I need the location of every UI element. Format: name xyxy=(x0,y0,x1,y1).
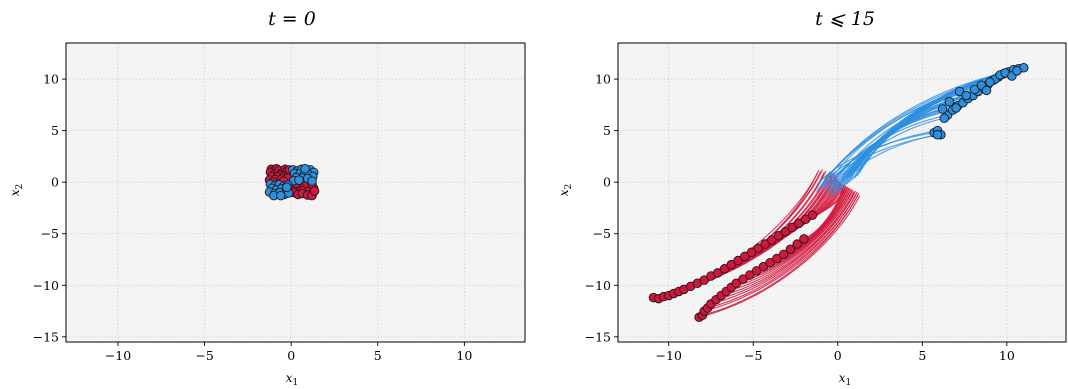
data-point xyxy=(1012,66,1022,76)
data-point xyxy=(792,239,802,249)
data-point xyxy=(985,77,995,87)
data-layer xyxy=(648,62,1029,323)
trajectory-line xyxy=(699,195,861,318)
data-point xyxy=(765,257,775,268)
data-point xyxy=(780,226,791,237)
trajectory-line xyxy=(736,190,853,284)
x-tick-label: 10 xyxy=(456,348,472,363)
data-point xyxy=(699,275,709,285)
trajectory-line xyxy=(832,134,938,191)
right-panel: t ⩽ 15 −10 −5 0 5 10 −15 −10 −5 0 5 10 x1 x2 xyxy=(557,8,1067,388)
data-point xyxy=(807,210,818,220)
y-tick-label: −10 xyxy=(33,278,59,293)
trajectory-line xyxy=(710,191,858,305)
data-point xyxy=(794,218,804,229)
data-point xyxy=(981,85,992,96)
data-point xyxy=(773,231,784,241)
data-point xyxy=(944,97,955,107)
plot-frame xyxy=(65,42,526,343)
data-point xyxy=(309,186,320,196)
data-point xyxy=(282,182,292,193)
x-tick-label: −10 xyxy=(105,348,131,363)
data-point xyxy=(276,190,286,201)
y-tick-label: 0 xyxy=(51,175,59,190)
trajectory-line xyxy=(803,185,845,240)
x-tick-label: 5 xyxy=(374,348,382,363)
data-point xyxy=(746,247,757,258)
y-tick-label: −5 xyxy=(593,226,611,241)
trajectory-line xyxy=(844,88,975,187)
data-point xyxy=(760,239,770,249)
data-point xyxy=(772,253,782,264)
data-point xyxy=(951,103,961,113)
x-tick-label: 0 xyxy=(834,348,842,363)
y-tick-label: 10 xyxy=(595,72,611,87)
data-point xyxy=(778,249,789,260)
x-axis-label: x1 xyxy=(286,371,299,388)
y-tick-label: 0 xyxy=(603,175,611,190)
data-point xyxy=(800,214,811,225)
data-point xyxy=(726,259,737,270)
trajectory-line xyxy=(704,192,860,312)
data-point xyxy=(767,235,777,245)
trajectory-line xyxy=(826,107,957,192)
data-point xyxy=(969,84,980,95)
trajectory-line xyxy=(827,117,945,196)
x-tick-label: −5 xyxy=(744,348,762,363)
data-point xyxy=(939,113,950,124)
y-tick-label: −10 xyxy=(585,278,611,293)
x-tick-label: 10 xyxy=(999,348,1015,363)
trajectory-line xyxy=(828,101,950,194)
y-tick-label: −15 xyxy=(33,329,59,344)
data-point xyxy=(712,268,723,278)
y-tick-label: 10 xyxy=(43,72,59,87)
y-tick-label: 5 xyxy=(603,123,611,138)
x-tick-label: 0 xyxy=(287,348,295,363)
y-axis-label: x2 xyxy=(557,184,574,197)
panel-title: t ⩽ 15 xyxy=(815,8,875,30)
x-tick-label: 5 xyxy=(918,348,926,363)
x-tick-label: −10 xyxy=(656,348,682,363)
data-point xyxy=(745,270,755,280)
data-point xyxy=(733,255,743,266)
data-point xyxy=(937,104,948,114)
data-point xyxy=(753,243,764,253)
y-axis-label: x2 xyxy=(8,184,25,197)
left-panel: t = 0 −10 −5 0 5 10 −15 −10 −5 0 5 10 x1 x2 xyxy=(8,8,526,388)
trajectory-line xyxy=(816,70,1018,193)
y-tick-label: 5 xyxy=(51,123,59,138)
data-point xyxy=(751,266,762,276)
data-point xyxy=(294,175,304,185)
data-point xyxy=(932,130,943,140)
data-point xyxy=(758,261,769,272)
data-point xyxy=(954,86,965,97)
data-point xyxy=(300,164,310,174)
panel-title: t = 0 xyxy=(268,8,316,30)
y-tick-label: −5 xyxy=(41,226,59,241)
trajectory-line xyxy=(720,190,857,297)
trajectory-line xyxy=(726,191,855,293)
data-point xyxy=(787,222,797,233)
data-point xyxy=(799,234,809,244)
data-point xyxy=(738,274,748,284)
x-tick-label: −5 xyxy=(195,348,213,363)
data-point xyxy=(961,90,972,101)
data-point xyxy=(785,244,796,254)
data-point xyxy=(740,251,750,262)
data-point xyxy=(731,278,742,288)
y-tick-label: −15 xyxy=(585,329,611,344)
x-axis-label: x1 xyxy=(839,371,852,388)
data-point xyxy=(719,264,730,274)
plot-area: −10 −5 0 5 10 −15 −10 −5 0 5 10 xyxy=(33,42,526,363)
data-layer xyxy=(264,164,320,201)
data-point xyxy=(307,176,317,186)
plot-area: −10 −5 0 5 10 −15 −10 −5 0 5 10 xyxy=(585,42,1067,363)
plot-frame xyxy=(617,42,1067,343)
